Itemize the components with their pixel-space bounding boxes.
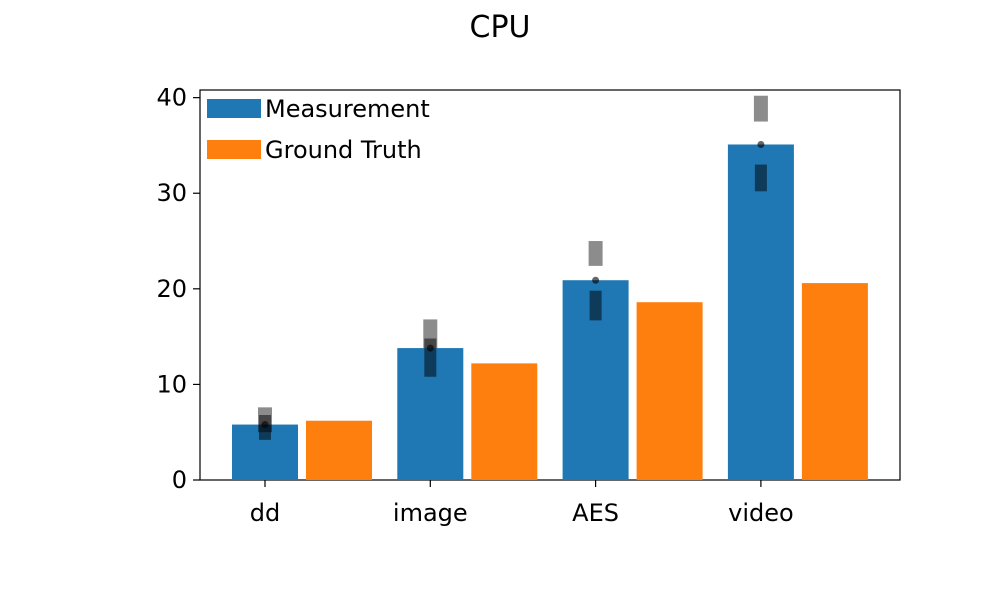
legend-swatch-ground-truth: [207, 140, 261, 159]
mean-marker-aes: [592, 276, 600, 284]
x-tick-label-video: video: [728, 499, 794, 527]
mean-marker-dd: [261, 421, 269, 429]
y-tick-label: 30: [156, 179, 187, 207]
y-tick-label: 20: [156, 275, 187, 303]
legend-label-measurement: Measurement: [265, 95, 430, 123]
error-bar-inner-image: [424, 338, 437, 377]
bar-measurement-video: [727, 144, 794, 480]
bar-ground-truth-dd: [306, 420, 372, 480]
y-axis: 0 10 20 30 40: [156, 84, 200, 494]
y-tick-label: 0: [172, 466, 187, 494]
error-bar-inner-video: [754, 164, 767, 192]
error-bar-outer-aes: [588, 241, 603, 266]
error-bars: [258, 95, 768, 440]
mean-marker-video: [757, 140, 765, 148]
y-tick-label: 40: [156, 84, 187, 112]
error-bar-inner-aes: [589, 290, 602, 321]
x-tick-label-dd: dd: [250, 499, 280, 527]
chart-title: CPU: [470, 10, 531, 45]
legend: Measurement Ground Truth: [207, 95, 430, 164]
plot-area: [199, 89, 901, 481]
legend-label-ground-truth: Ground Truth: [265, 136, 422, 164]
error-bar-outer-video: [753, 95, 768, 122]
plot-frame: [199, 89, 901, 481]
bar-ground-truth-video: [801, 283, 868, 480]
bar-ground-truth-aes: [636, 302, 703, 480]
x-axis: dd image AES video: [250, 480, 794, 527]
legend-swatch-measurement: [207, 99, 261, 118]
bar-ground-truth-image: [471, 363, 538, 480]
mean-marker-image: [426, 344, 434, 352]
y-tick-label: 10: [156, 370, 187, 398]
x-tick-label-image: image: [393, 499, 468, 527]
bars: [232, 144, 868, 480]
x-tick-label-aes: AES: [572, 499, 619, 527]
